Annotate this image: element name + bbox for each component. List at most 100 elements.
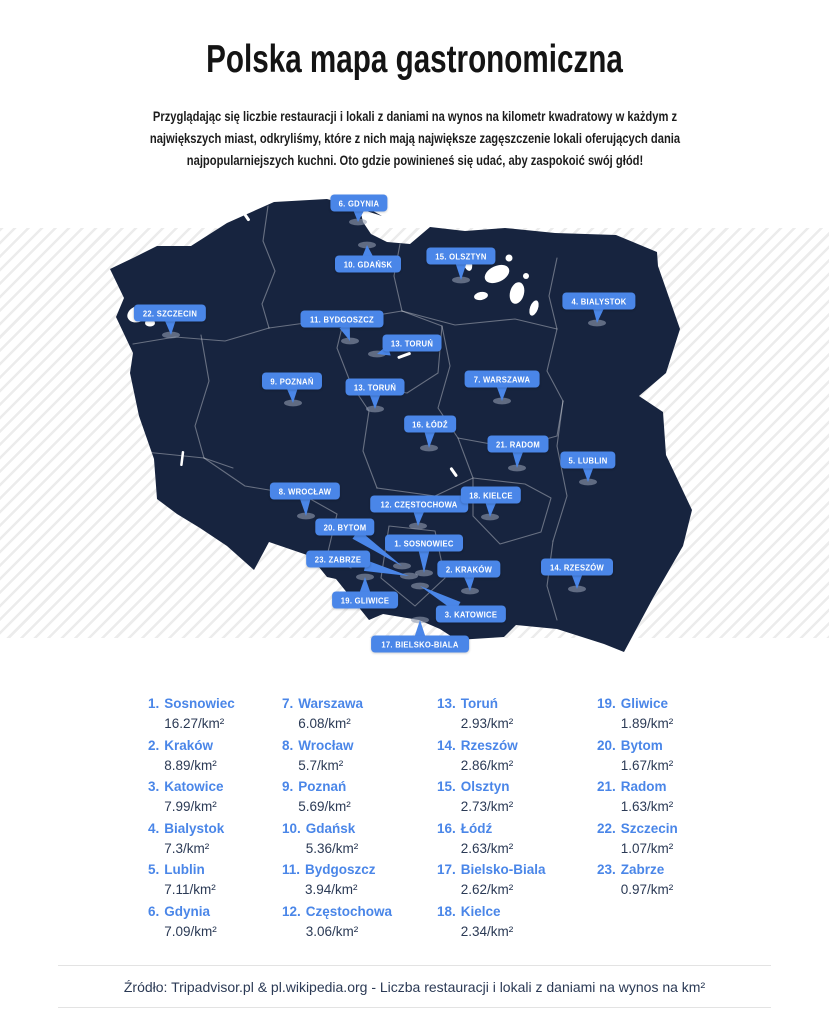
pin-tail [413,511,425,526]
ranking-entry: 6. Gdynia 7.09/km² [148,902,235,942]
ranking-rank: 11. [282,862,301,877]
ranking-entry: 14. Rzeszów 2.86/km² [437,736,546,776]
ranking-city-name: Gdańsk [305,820,356,836]
map-pin-label: 7. WARSZAWA [473,374,531,384]
ranking-rank: 3. [148,779,160,794]
pin-tail [424,431,436,448]
ranking-city-name: Warszawa [298,696,364,711]
ranking-city-name: Poznań [298,779,347,794]
ranking-entry: 13. Toruń 2.93/km² [437,694,546,734]
poland-map-svg [110,199,692,652]
ranking-density-value: 16.27/km² [164,716,225,731]
ranking-rank: 20. [597,737,616,753]
pin-tail [496,386,508,401]
map-pin: 21. RADOM [487,435,549,453]
poland-land-shape [110,199,692,652]
map-pin: 1. SOSNOWIEC [385,534,463,552]
pin-tail [369,394,381,409]
ranking-density-value: 8.89/km² [164,757,217,773]
ranking-density-value: 3.06/km² [305,923,359,939]
pin-tail [592,307,604,323]
pin-tail [352,529,402,566]
map-pin: 22. SZCZECIN [133,304,207,322]
ranking-city-name: Bytom [620,737,663,753]
map-pin-label: 15. OLSZTYN [435,251,487,261]
map-pin-label: 16. ŁÓDŹ [412,419,448,429]
ranking-entry: 3. Katowice 7.99/km² [148,777,235,817]
map-pin-label: 8. WROCŁAW [278,486,332,496]
ranking-density-value: 2.63/km² [460,840,514,856]
map-pin-label: 14. RZESZÓW [550,562,604,572]
pin-tail [582,467,594,482]
ranking-density-value: 6.08/km² [298,716,351,731]
pin-tail [418,550,430,573]
map-pin-label: 6. GDYNIA [338,198,380,208]
map-pin: 23. ZABRZE [306,550,370,568]
map-pin: 10. GDAŃSK [334,255,402,273]
pin-tail [512,451,524,468]
ranking-rank: 21. [597,779,616,794]
map-pin: 3. KATOWICE [435,605,507,623]
ranking-density-value: 2.73/km² [460,799,514,814]
ranking-rank: 19. [597,696,616,711]
ranking-density-value: 1.89/km² [620,716,674,731]
map-pin: 20. BYTOM [315,518,375,536]
pin-tail [455,263,467,280]
pin-tail [414,620,426,637]
ranking-density-value: 2.62/km² [460,882,514,897]
ranking-city-name: Radom [620,779,667,794]
ranking-city-name: Rzeszów [460,737,518,753]
ranking-rank: 22. [597,820,616,836]
pin-ground-shadow [284,399,302,407]
ranking-entry: 17. Bielsko-Biala 2.62/km² [437,860,546,900]
poland-map: 6. GDYNIA 10. GDAŃSK 15. OLSZTYN 4. BIALYST… [105,194,695,660]
map-pin-label: 13. TORUŃ [390,338,434,348]
map-pin-label: 21. RADOM [495,439,541,449]
pin-tail [299,498,311,516]
page-title: Polska mapa gastronomiczna [206,38,623,81]
ranking-entry: 15. Olsztyn 2.73/km² [437,777,546,817]
map-pin-label: 10. GDAŃSK [343,259,393,269]
ranking-density-value: 2.34/km² [460,923,514,939]
ranking-city-name: Szczecin [620,820,678,836]
ranking-density-value: 1.07/km² [620,840,674,856]
ranking-rank: 7. [282,696,294,711]
pin-ground-shadow [366,405,384,413]
ranking-rank: 10. [282,820,301,836]
ranking-density-value: 5.69/km² [298,799,351,814]
ranking-rank: 5. [148,862,160,877]
pin-tail [363,560,409,576]
ranking-rank: 6. [148,903,160,919]
map-pin: 5. LUBLIN [560,451,616,469]
ranking-entry: 21. Radom 1.63/km² [597,777,678,817]
ranking-city-name: Łódź [460,820,493,836]
map-pin: 6. GDYNIA [330,194,388,212]
ranking-entry: 9. Poznań 5.69/km² [282,777,392,817]
ranking-density-value: 0.97/km² [620,882,674,897]
ranking-city-name: Bielsko-Biala [460,862,546,877]
ranking-entry: 16. Łódź 2.63/km² [437,819,546,859]
ranking-rank: 16. [437,820,456,836]
ranking-entry: 23. Zabrze 0.97/km² [597,860,678,900]
map-pin-label: 3. KATOWICE [444,609,498,619]
ranking-entry: 22. Szczecin 1.07/km² [597,819,678,859]
ranking-rank: 9. [282,779,294,794]
map-pin-label: 22. SZCZECIN [142,308,198,318]
ranking-rank: 4. [148,820,160,836]
ranking-rank: 2. [148,737,160,753]
ranking-rank: 18. [437,903,456,919]
map-pin: 18. KIELCE [460,486,522,504]
pin-tail [463,576,475,591]
ranking-city-name: Gdynia [164,903,211,919]
map-pin-label: 12. CZĘSTOCHOWA [380,499,458,509]
ranking-entry: 10. Gdańsk 5.36/km² [282,819,392,859]
ranking-city-name: Częstochowa [305,903,393,919]
ranking-entry: 18. Kielce 2.34/km² [437,902,546,942]
ranking-density-value: 5.36/km² [305,840,359,856]
pin-tail [164,320,176,335]
map-pin-label: 17. BIELSKO-BIALA [381,639,459,649]
map-pin: 15. OLSZTYN [426,247,496,265]
ranking-density-value: 1.63/km² [620,799,674,814]
map-pin-label: 5. LUBLIN [568,455,608,465]
